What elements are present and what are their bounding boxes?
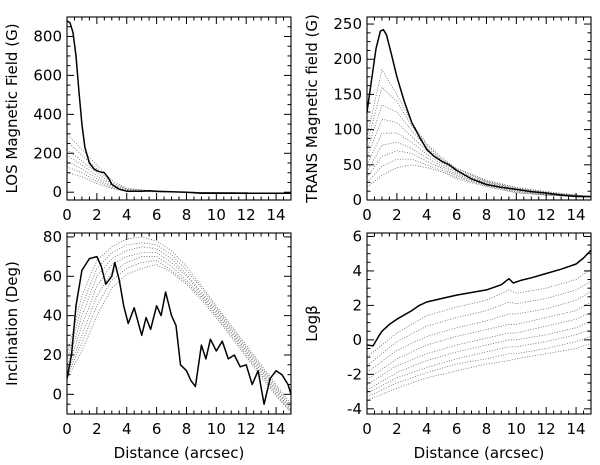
solid-series-line [367, 249, 591, 347]
x-tick-label: 6 [152, 206, 162, 224]
y-tick-label: 20 [43, 346, 62, 364]
dotted-series-line [67, 141, 291, 194]
x-tick-label: 0 [62, 420, 72, 438]
dotted-series-line [367, 301, 591, 380]
x-tick-label: 2 [92, 420, 102, 438]
x-tick-label: 14 [567, 206, 586, 224]
x-tick-label: 12 [237, 206, 256, 224]
y-tick-label: 4 [352, 262, 362, 280]
dotted-series-line [367, 311, 591, 385]
x-tick-label: 10 [207, 420, 226, 438]
y-tick-label: 600 [33, 66, 62, 84]
y-tick-label: 0 [352, 191, 362, 209]
x-tick-label: 8 [182, 420, 192, 438]
y-tick-label: 250 [333, 15, 362, 33]
x-tick-label: 6 [152, 420, 162, 438]
x-tick-label: 14 [267, 420, 286, 438]
dotted-series-line [367, 342, 591, 401]
y-tick-label: 0 [52, 183, 62, 201]
dotted-series-line [367, 158, 591, 198]
dotted-series-line [367, 268, 591, 358]
x-tick-label: 10 [507, 420, 526, 438]
dotted-series-line [67, 252, 291, 411]
x-tick-label: 0 [362, 420, 372, 438]
y-axis-label: Logβ [303, 305, 321, 341]
dotted-series-line [67, 246, 291, 409]
y-tick-label: 6 [352, 227, 362, 245]
x-tick-label: 2 [92, 206, 102, 224]
y-axis-label: LOS Magnetic Field (G) [3, 23, 21, 193]
y-tick-label: 60 [43, 267, 62, 285]
x-tick-label: 8 [182, 206, 192, 224]
x-tick-label: 10 [507, 206, 526, 224]
dotted-series-line [367, 86, 591, 197]
y-tick-label: 50 [343, 156, 362, 174]
chart-panel-2: 0 2 4 6 8 10 12 14 0 50 100 150 200 250 TRANS Magnetic… [303, 14, 592, 224]
y-axis-label: Inclination (Deg) [3, 261, 21, 386]
y-tick-label: 800 [33, 27, 62, 45]
x-tick-label: 2 [392, 206, 402, 224]
plot-frame [366, 232, 592, 415]
x-tick-label: 12 [537, 420, 556, 438]
x-tick-label: 4 [122, 420, 132, 438]
y-tick-label: 200 [333, 50, 362, 68]
x-tick-label: 6 [452, 420, 462, 438]
x-tick-label: 4 [422, 206, 432, 224]
x-tick-label: 12 [537, 206, 556, 224]
dotted-series-line [367, 280, 591, 366]
x-tick-label: 6 [452, 206, 462, 224]
x-tick-label: 8 [482, 420, 492, 438]
y-tick-label: 0 [52, 385, 62, 403]
y-tick-label: 0 [352, 331, 362, 349]
x-tick-label: 4 [122, 206, 132, 224]
y-tick-label: -4 [347, 400, 362, 418]
y-tick-label: 400 [33, 105, 62, 123]
x-tick-label: 0 [362, 206, 372, 224]
x-tick-label: 8 [482, 206, 492, 224]
y-tick-label: 200 [33, 144, 62, 162]
dotted-series-line [367, 141, 591, 198]
x-tick-label: 4 [422, 420, 432, 438]
x-tick-label: 12 [237, 420, 256, 438]
x-tick-label: 2 [392, 420, 402, 438]
solid-series-line [67, 255, 291, 405]
y-tick-label: -2 [347, 365, 362, 383]
dotted-series-line [67, 264, 291, 413]
x-tick-label: 14 [267, 206, 286, 224]
dotted-series-line [367, 132, 591, 197]
chart-panel-1: 0 2 4 6 8 10 12 14 0 200 400 600 800 LOS Magnetic Fie… [3, 16, 292, 224]
dotted-series-line [67, 242, 291, 407]
x-tick-label: 14 [567, 420, 586, 438]
dotted-series-line [367, 291, 591, 373]
y-tick-label: 40 [43, 307, 62, 325]
dotted-series-line [67, 256, 291, 411]
plot-frame [366, 16, 592, 201]
y-tick-label: 80 [43, 228, 62, 246]
x-tick-label: 10 [207, 206, 226, 224]
y-tick-label: 150 [333, 85, 362, 103]
dotted-series-line [367, 336, 591, 398]
x-axis-label: Distance (arcsec) [414, 444, 545, 462]
dotted-series-line [67, 236, 291, 405]
dotted-series-line [67, 260, 291, 413]
dotted-series-line [367, 150, 591, 198]
dotted-series-line [67, 154, 291, 194]
y-axis-label: TRANS Magnetic field (G) [303, 14, 321, 204]
x-axis-label: Distance (arcsec) [114, 444, 245, 462]
y-tick-label: 2 [352, 296, 362, 314]
solid-series-line [67, 20, 291, 194]
dotted-series-line [367, 164, 591, 198]
dotted-series-line [67, 133, 291, 194]
dotted-series-line [367, 329, 591, 394]
x-tick-label: 0 [62, 206, 72, 224]
dotted-series-line [367, 118, 591, 197]
dotted-series-line [67, 166, 291, 194]
chart-panel-3: 0 2 4 6 8 10 12 14 0 20 40 60 80 Inclination (Deg) Dis… [3, 228, 292, 462]
y-tick-label: 100 [333, 121, 362, 139]
plot-frame [66, 232, 292, 415]
chart-panel-4: 0 2 4 6 8 10 12 14 -4 -2 0 2 4 6 Logβ Distance (arcsec) [303, 227, 592, 462]
solid-series-line [367, 28, 591, 198]
dotted-series-line [67, 160, 291, 194]
